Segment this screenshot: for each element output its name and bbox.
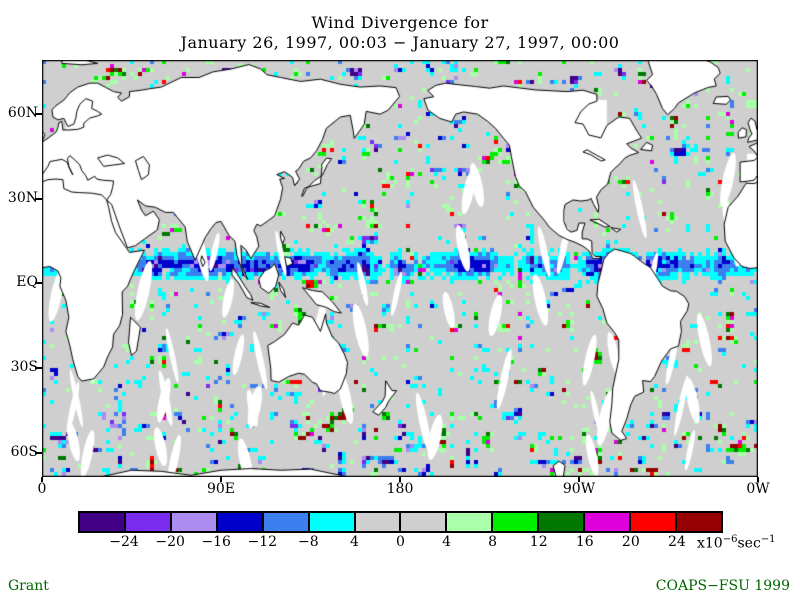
lat-tick-30S [35, 367, 42, 370]
lon-tick-label-90E: 90E [206, 481, 236, 497]
lat-tick-60N [35, 113, 42, 116]
colorbar-tick-label-8: 8 [488, 534, 498, 550]
unit-exponent: −6 [722, 534, 738, 545]
colorbar-tick-label-16: 16 [575, 534, 594, 550]
colorbar-unit: x10−6sec−1 [697, 534, 776, 552]
colorbar-tick-label-−20: −20 [155, 534, 185, 550]
colorbar-segment-11 [583, 513, 630, 531]
colorbar-tick-label-4: 4 [442, 534, 452, 550]
lat-tick-label-30N: 30N [7, 189, 38, 206]
lon-tick-label-90W: 90W [562, 481, 596, 497]
lon-tick-90W [578, 477, 580, 482]
colorbar-segment-4 [261, 513, 308, 531]
unit-base: sec [737, 535, 761, 552]
colorbar-tick-label-20: 20 [621, 534, 640, 550]
colorbar-segment-8 [445, 513, 492, 531]
colorbar-segment-1 [123, 513, 170, 531]
colorbar-segment-7 [399, 513, 446, 531]
lon-tick-90E [220, 477, 222, 482]
colorbar-segment-9 [491, 513, 538, 531]
colorbar-tick-label-−24: −24 [109, 534, 139, 550]
lat-tick-EQ [35, 282, 42, 285]
colorbar-segment-0 [80, 513, 124, 531]
lon-tick-0W [757, 477, 759, 482]
lat-tick-label-EQ: EQ [16, 274, 38, 291]
lon-tick-0 [41, 477, 43, 482]
lon-tick-label-0: 0 [37, 481, 47, 497]
colorbar-segment-5 [307, 513, 354, 531]
lon-tick-label-180: 180 [386, 481, 414, 497]
lon-tick-180 [399, 477, 401, 482]
colorbar-segment-3 [215, 513, 262, 531]
colorbar-tick-label-−12: −12 [247, 534, 278, 550]
colorbar-tick-label-0: 0 [396, 534, 405, 550]
colorbar-segment-6 [353, 513, 400, 531]
lat-tick-30N [35, 197, 42, 200]
unit-mantissa: x10 [697, 535, 723, 552]
lat-tick-label-60N: 60N [7, 105, 38, 122]
lat-tick-60S [35, 451, 42, 454]
figure-title: Wind Divergence for [311, 13, 489, 32]
colorbar-tick-label-−8: −8 [298, 534, 319, 550]
world-map-canvas [42, 60, 758, 477]
colorbar-tick-label-12: 12 [529, 534, 548, 550]
credit-author: Grant [8, 578, 49, 594]
lat-tick-label-60S: 60S [10, 443, 38, 460]
lat-tick-label-30S: 30S [10, 359, 38, 376]
colorbar-segment-2 [169, 513, 216, 531]
credit-organization: COAPS−FSU 1999 [655, 578, 790, 594]
figure-subtitle: January 26, 1997, 00:03 − January 27, 19… [180, 33, 620, 52]
colorbar-segment-13 [674, 513, 721, 531]
unit-exponent-2: −1 [760, 534, 776, 545]
colorbar-segment-10 [537, 513, 584, 531]
colorbar-tick-label-24: 24 [668, 534, 686, 550]
lon-tick-label-0W: 0W [746, 481, 770, 497]
colorbar-tick-label-−16: −16 [201, 534, 231, 550]
colorbar-tick-label-4: 4 [349, 534, 359, 550]
colorbar [78, 511, 723, 533]
colorbar-segment-12 [629, 513, 675, 531]
